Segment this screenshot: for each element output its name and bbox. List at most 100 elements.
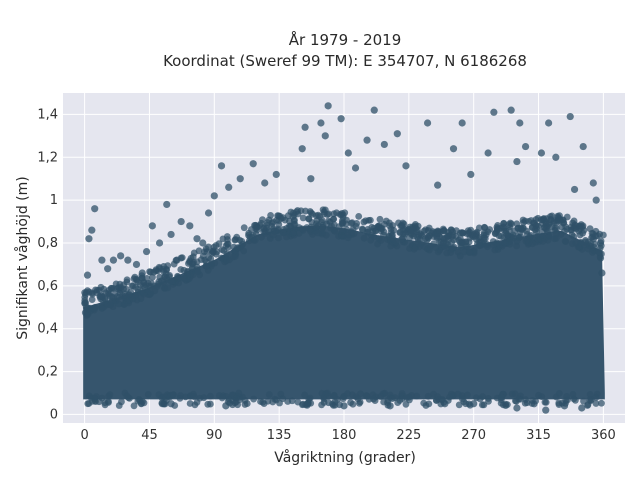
fringe-point (239, 240, 247, 248)
data-point-53 (204, 209, 213, 217)
fringe-point (309, 210, 316, 218)
fringe-point (98, 304, 106, 312)
fringe-point (120, 285, 128, 293)
fringe-point-low (598, 399, 605, 407)
fringe-point (314, 229, 322, 237)
data-point-73 (441, 400, 449, 408)
data-point-34 (434, 181, 442, 189)
fringe-point (291, 220, 299, 228)
fringe-point (131, 273, 139, 281)
y-tick-label: 1,4 (37, 107, 58, 122)
fringe-point (279, 229, 287, 237)
fringe-point-low (399, 395, 406, 402)
fringe-point (392, 238, 400, 246)
fringe-point (202, 262, 210, 270)
data-point-48 (148, 222, 156, 230)
fringe-point-low (555, 389, 563, 397)
fringe-point (314, 211, 322, 219)
data-point-66 (304, 400, 312, 408)
fringe-point (120, 300, 128, 308)
fringe-point (466, 249, 474, 256)
fringe-point (414, 222, 422, 230)
y-tick-label: 0,8 (37, 236, 58, 251)
fringe-point (582, 238, 589, 246)
y-tick-label: 0,2 (37, 365, 58, 380)
fringe-point (269, 231, 277, 239)
fringe-point (572, 239, 580, 247)
fringe-point-low (563, 393, 571, 400)
y-axis-label: Signifikant våghöjd (m) (14, 176, 31, 339)
data-point-49 (163, 200, 171, 209)
fringe-point (115, 300, 123, 308)
scatter-density-cloud (81, 206, 607, 410)
fringe-point (330, 215, 338, 223)
fringe-point (116, 290, 124, 298)
fringe-point (203, 248, 211, 255)
fringe-point-low (391, 394, 399, 402)
fringe-point (252, 225, 260, 232)
data-point-3 (490, 108, 498, 116)
fringe-point-low (464, 391, 471, 399)
data-point-5 (337, 115, 345, 123)
fringe-point-low (347, 399, 354, 406)
data-point-41 (91, 205, 99, 213)
fringe-point (164, 284, 172, 292)
fringe-point (305, 215, 313, 223)
fringe-point (186, 270, 194, 278)
fringe-point-low (106, 391, 114, 399)
fringe-point (358, 225, 366, 233)
y-tick-label: 0,4 (37, 322, 58, 337)
fringe-point (561, 237, 569, 245)
fringe-point (520, 218, 527, 226)
fringe-point (298, 225, 306, 233)
data-point-2 (507, 106, 515, 114)
fringe-point-low (169, 391, 177, 399)
data-point-23 (552, 153, 560, 161)
fringe-point-low (318, 389, 326, 397)
fringe-point (380, 231, 387, 239)
data-point-21 (449, 145, 458, 153)
fringe-point (290, 229, 297, 236)
fringe-point (480, 223, 488, 231)
fringe-point-low (528, 397, 536, 404)
fringe-point (480, 237, 488, 244)
data-point-67 (386, 402, 394, 410)
fringe-point (420, 243, 428, 251)
data-point-51 (186, 222, 194, 230)
fringe-point (180, 266, 188, 274)
fringe-point-low (541, 398, 549, 406)
data-point-16 (579, 142, 587, 151)
fringe-point (97, 292, 105, 300)
x-tick-label: 225 (396, 428, 421, 443)
fringe-point (307, 223, 315, 231)
fringe-point-low (420, 399, 428, 407)
data-point-10 (301, 123, 309, 131)
fringe-point-low (330, 392, 338, 400)
fringe-point (195, 247, 203, 255)
data-point-44 (109, 256, 118, 264)
fringe-point (440, 227, 448, 235)
data-point-59 (596, 239, 605, 247)
data-point-39 (351, 164, 360, 172)
data-point-35 (570, 185, 579, 194)
fringe-point (327, 224, 334, 232)
fringe-point-low (454, 390, 462, 398)
y-tick-label: 0,6 (37, 279, 58, 294)
fringe-point-low (190, 393, 198, 400)
fringe-point (368, 231, 375, 239)
fringe-point (398, 235, 406, 243)
data-point-25 (217, 162, 226, 170)
fringe-point-low (218, 394, 226, 402)
fringe-point-low (123, 392, 131, 400)
fringe-point-low (485, 397, 492, 405)
fringe-point-low (586, 396, 594, 404)
fringe-point (374, 240, 381, 248)
fringe-point (407, 229, 415, 237)
data-point-60 (598, 269, 606, 277)
data-point-8 (458, 119, 466, 127)
data-point-42 (88, 226, 96, 234)
data-point-22 (537, 149, 546, 157)
fringe-point-low (398, 390, 406, 397)
fringe-point-low (354, 395, 362, 403)
fringe-point (319, 223, 327, 231)
